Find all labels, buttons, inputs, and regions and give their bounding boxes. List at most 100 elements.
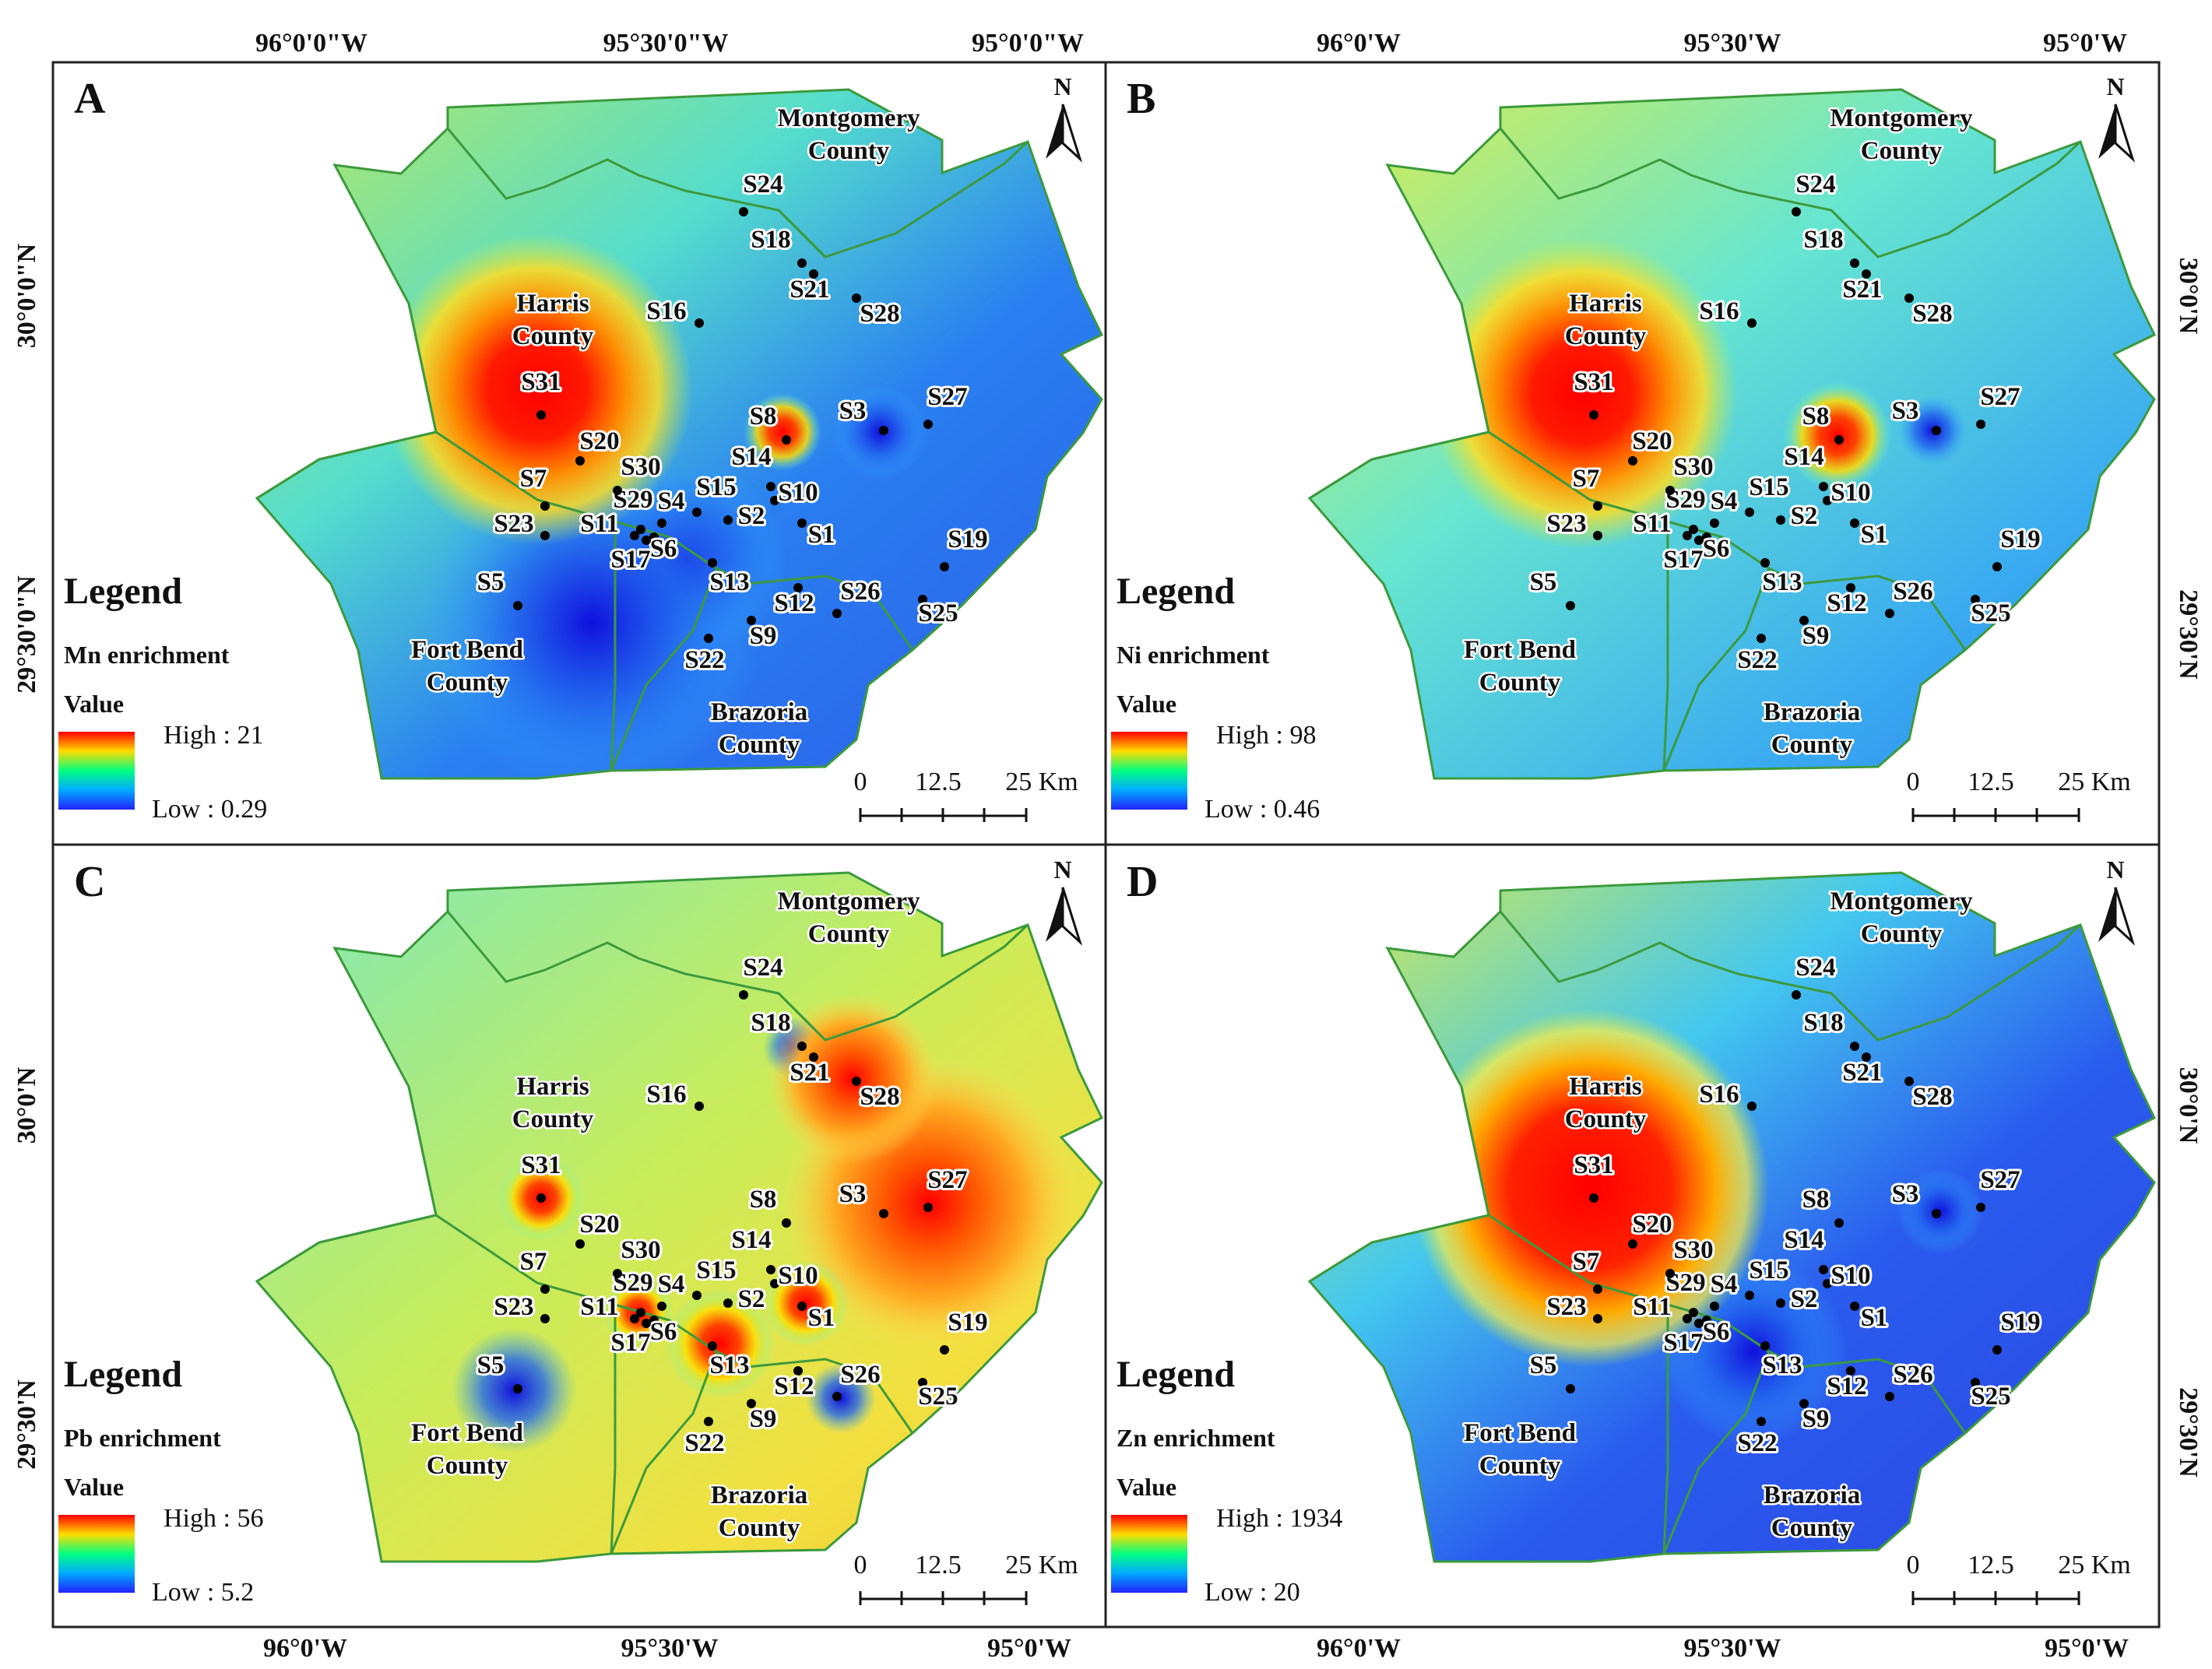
legend-title: Legend bbox=[64, 571, 182, 612]
svg-text:0: 0 bbox=[854, 1551, 867, 1579]
scale-bar: 0 12.5 25 Km bbox=[1907, 1551, 2131, 1605]
sample-site-point bbox=[1850, 1302, 1859, 1311]
sample-site-label: S22 bbox=[684, 646, 724, 674]
sample-site-point bbox=[1819, 1265, 1828, 1274]
sample-site-label: S17 bbox=[1663, 546, 1703, 574]
legend-value-label: Value bbox=[64, 1473, 124, 1501]
sample-site-label: S16 bbox=[1699, 1080, 1739, 1109]
panel-letter: C bbox=[74, 858, 105, 906]
legend-color-ramp bbox=[58, 732, 135, 810]
svg-text:25 Km: 25 Km bbox=[1005, 1551, 1078, 1579]
sample-site-label: S24 bbox=[743, 954, 782, 982]
interpolated-surface bbox=[1310, 873, 2154, 1562]
sample-site-label: S16 bbox=[1699, 297, 1739, 325]
sample-site-point bbox=[657, 1302, 666, 1311]
sample-site-point bbox=[782, 1218, 791, 1228]
sample-site-label: S4 bbox=[1711, 1270, 1738, 1298]
sample-site-point bbox=[540, 1314, 550, 1323]
sample-site-point bbox=[797, 1302, 807, 1311]
sample-site-label: S26 bbox=[840, 1361, 880, 1389]
bottom-coord-1: 96°0'W bbox=[263, 1634, 347, 1663]
sample-site-label: S21 bbox=[1842, 1059, 1882, 1087]
sample-site-point bbox=[1885, 1392, 1894, 1401]
county-label-fortbend: Fort Bend bbox=[411, 1419, 523, 1447]
sample-site-point bbox=[918, 595, 927, 604]
sample-site-label: S15 bbox=[1749, 473, 1788, 501]
sample-site-label: S9 bbox=[750, 622, 777, 650]
sample-site-point bbox=[708, 1341, 717, 1351]
sample-site-point bbox=[1747, 1102, 1757, 1111]
county-border bbox=[256, 430, 437, 500]
county-label-montgomery: Montgomery bbox=[1830, 887, 1973, 915]
right-coord-3: 30°0'N bbox=[2174, 1067, 2203, 1144]
county-label-harris: Harris bbox=[516, 290, 589, 318]
county-border bbox=[256, 1214, 437, 1283]
sample-site-label: S10 bbox=[1830, 1262, 1870, 1290]
sample-site-label: S28 bbox=[1912, 1083, 1952, 1111]
sample-site-point bbox=[1589, 410, 1598, 420]
sample-site-point bbox=[1757, 634, 1766, 643]
sample-site-point bbox=[1628, 456, 1637, 466]
sample-site-label: S28 bbox=[860, 300, 899, 328]
county-label-brazoria: Brazoria bbox=[1764, 1481, 1861, 1509]
county-border bbox=[1499, 128, 2082, 258]
sample-site-label: S3 bbox=[1892, 1180, 1919, 1208]
county-border bbox=[1309, 430, 1489, 500]
sample-site-label: S10 bbox=[1830, 479, 1870, 507]
sample-site-point bbox=[1665, 1269, 1675, 1278]
sample-site-label: S20 bbox=[1632, 1210, 1672, 1239]
sample-site-label: S14 bbox=[731, 443, 771, 471]
sample-site-point bbox=[613, 486, 622, 495]
sample-site-label: S25 bbox=[1971, 1383, 2010, 1411]
sample-site-point bbox=[575, 456, 585, 466]
sample-site-label: S8 bbox=[750, 1186, 777, 1214]
sample-site-point bbox=[739, 207, 748, 216]
top-coord-1: 96°0'0"W bbox=[255, 29, 367, 58]
sample-site-point bbox=[1628, 1239, 1637, 1249]
top-coord-3: 95°0'0"W bbox=[972, 29, 1084, 58]
sample-site-label: S10 bbox=[778, 1262, 818, 1290]
county-label-harris: Harris bbox=[1569, 290, 1642, 318]
svg-text:0: 0 bbox=[1907, 1551, 1920, 1579]
sample-site-label: S19 bbox=[948, 1309, 987, 1337]
county-border bbox=[1309, 1214, 1489, 1283]
map-panel-a: A N Montgomery County Harris County Fort Bend C… bbox=[58, 72, 1104, 824]
panel-letter: D bbox=[1127, 858, 1158, 906]
sample-site-label: S13 bbox=[709, 568, 749, 596]
sample-site-label: S18 bbox=[751, 1009, 790, 1037]
sample-site-label: S18 bbox=[751, 226, 790, 254]
sample-site-label: S4 bbox=[658, 487, 685, 515]
left-coord-2: 29°30'0"N bbox=[12, 575, 41, 694]
sample-site-label: S11 bbox=[1633, 510, 1672, 538]
sample-site-point bbox=[782, 435, 791, 444]
sample-site-point bbox=[540, 531, 550, 540]
sample-site-point bbox=[540, 1284, 550, 1294]
sample-site-point bbox=[739, 990, 748, 1000]
sample-site-label: S30 bbox=[1673, 1236, 1713, 1264]
svg-text:N: N bbox=[1053, 72, 1071, 100]
legend-element: Ni enrichment bbox=[1117, 641, 1270, 669]
sample-site-label: S2 bbox=[738, 1285, 765, 1313]
sample-site-point bbox=[630, 1314, 639, 1323]
legend-high: High : 21 bbox=[164, 721, 263, 750]
sample-site-point bbox=[513, 601, 522, 610]
sample-site-label: S12 bbox=[774, 1372, 814, 1400]
sample-site-label: S5 bbox=[477, 1351, 505, 1379]
sample-site-point bbox=[1566, 1384, 1575, 1393]
right-coord-1: 30°0'N bbox=[2174, 258, 2203, 335]
sample-site-label: S31 bbox=[1574, 1151, 1613, 1179]
sample-site-label: S14 bbox=[1784, 443, 1823, 471]
svg-text:12.5: 12.5 bbox=[915, 768, 962, 796]
county-border bbox=[407, 303, 438, 433]
sample-site-label: S21 bbox=[1842, 276, 1882, 304]
sample-site-label: S6 bbox=[650, 1318, 677, 1346]
sample-site-label: S12 bbox=[774, 589, 814, 617]
sample-site-point bbox=[918, 1378, 927, 1387]
legend-title: Legend bbox=[1117, 1354, 1235, 1395]
sample-site-label: S1 bbox=[808, 521, 835, 549]
sample-site-point bbox=[1834, 1218, 1844, 1228]
sample-site-label: S12 bbox=[1827, 589, 1866, 617]
bottom-coord-3: 95°0'W bbox=[987, 1634, 1071, 1663]
county-label-fortbend: Fort Bend bbox=[411, 636, 523, 664]
sample-site-point bbox=[708, 558, 717, 567]
